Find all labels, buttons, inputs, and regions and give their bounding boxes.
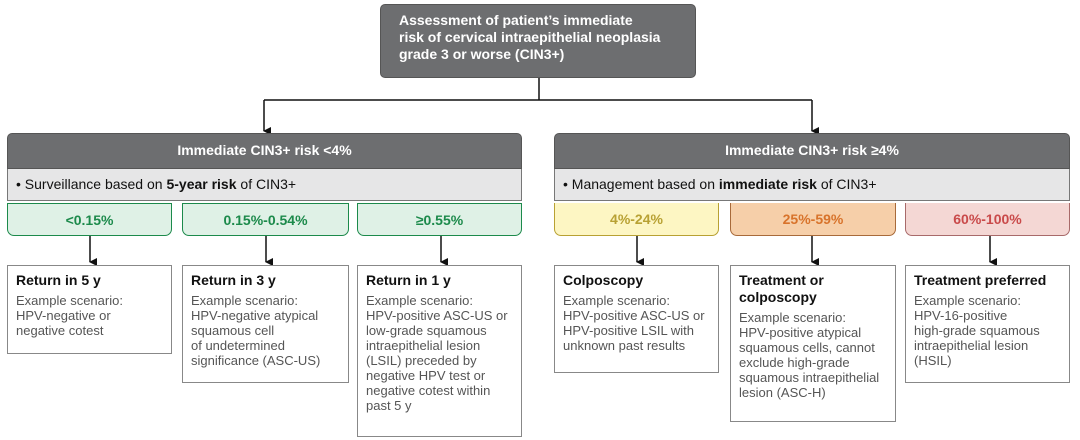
card-line: (LSIL) preceded by [366,353,477,368]
risk-band-ge-0-55: ≥0.55% [357,203,522,236]
assessment-box: Assessment of patient’s immediate risk o… [380,4,696,78]
high-risk-header: Immediate CIN3+ risk ≥4% [554,133,1070,169]
card-line: negative cotest [16,323,104,338]
card-line: squamous cell [191,323,275,338]
card-line: HPV-negative or [16,308,111,323]
risk-band-lt-0-15: <0.15% [7,203,172,236]
card-title: Return in 3 y [191,272,276,288]
card-title: Return in 5 y [16,272,101,288]
card-example-label: Example scenario: [914,293,1021,308]
card-line: HPV-positive ASC-US or [366,308,508,323]
card-line: low-grade squamous [366,323,487,338]
card-line: squamous intraepithelial [739,370,880,385]
card-line: past 5 y [366,398,412,413]
card-title: Treatment or colposcopy [739,272,887,306]
card-title-line: Treatment or [739,272,824,288]
card-line: (HSIL) [914,353,952,368]
action-card-colposcopy: Colposcopy Example scenario: HPV-positiv… [554,265,719,373]
action-card-return-1y: Return in 1 y Example scenario: HPV-posi… [357,265,522,437]
card-line: high-grade squamous [914,323,1040,338]
high-risk-subheader: • Management based on immediate risk of … [554,169,1070,201]
high-risk-sub-prefix: • Management based on [563,176,719,192]
low-risk-subheader: • Surveillance based on 5-year risk of C… [7,169,522,201]
card-line: unknown past results [563,338,686,353]
action-card-treatment-preferred: Treatment preferred Example scenario: HP… [905,265,1070,383]
card-line: exclude high-grade [739,355,850,370]
card-line: negative HPV test or [366,368,486,383]
low-risk-branch: Immediate CIN3+ risk <4% • Surveillance … [7,133,522,201]
card-line: HPV-positive atypical [739,325,862,340]
assessment-line-1: Assessment of patient’s immediate [399,12,633,28]
card-line: HPV-positive ASC-US or [563,308,705,323]
action-card-treatment-or-colposcopy: Treatment or colposcopy Example scenario… [730,265,896,422]
card-line: intraepithelial lesion [366,338,481,353]
high-risk-sub-bold: immediate risk [718,176,817,192]
action-card-return-3y: Return in 3 y Example scenario: HPV-nega… [182,265,349,383]
card-line: HPV-16-positive [914,308,1008,323]
card-example-label: Example scenario: [739,310,846,325]
action-card-return-5y: Return in 5 y Example scenario: HPV-nega… [7,265,172,354]
high-risk-sub-suffix: of CIN3+ [816,176,877,192]
card-title: Treatment preferred [914,272,1047,288]
card-line: negative cotest within [366,383,491,398]
assessment-line-2: risk of cervical intraepithelial neoplas… [399,29,661,45]
card-example-label: Example scenario: [563,293,670,308]
card-title: Return in 1 y [366,272,451,288]
card-line: squamous cells, cannot [739,340,875,355]
risk-band-60-100: 60%-100% [905,203,1070,236]
high-risk-branch: Immediate CIN3+ risk ≥4% • Management ba… [554,133,1070,201]
risk-band-25-59: 25%-59% [730,203,896,236]
card-example-label: Example scenario: [366,293,473,308]
low-risk-header: Immediate CIN3+ risk <4% [7,133,522,169]
card-line: lesion (ASC-H) [739,385,826,400]
low-risk-sub-prefix: • Surveillance based on [16,176,167,192]
card-example-label: Example scenario: [191,293,298,308]
card-title: Colposcopy [563,272,644,288]
card-line: of undetermined [191,338,285,353]
assessment-line-3: grade 3 or worse (CIN3+) [399,46,565,62]
card-example-label: Example scenario: [16,293,123,308]
card-title-line: colposcopy [739,289,817,305]
low-risk-sub-bold: 5-year risk [166,176,237,192]
risk-band-0-15-0-54: 0.15%-0.54% [182,203,349,236]
low-risk-sub-suffix: of CIN3+ [236,176,297,192]
card-line: HPV-negative atypical [191,308,319,323]
card-line: intraepithelial lesion [914,338,1029,353]
card-line: significance (ASC-US) [191,353,321,368]
card-line: HPV-positive LSIL with [563,323,695,338]
risk-band-4-24: 4%-24% [554,203,719,236]
